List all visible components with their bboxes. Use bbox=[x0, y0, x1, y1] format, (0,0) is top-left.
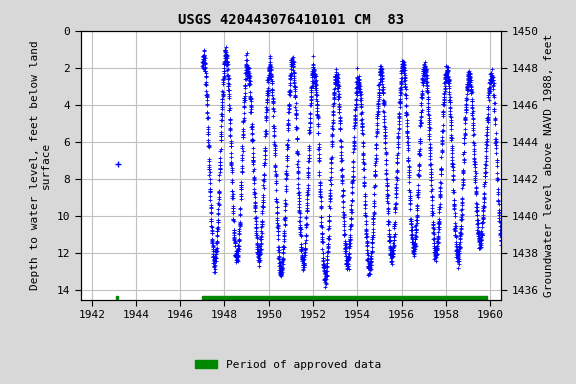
Y-axis label: Groundwater level above NAVD 1988, feet: Groundwater level above NAVD 1988, feet bbox=[544, 33, 554, 297]
Bar bbox=[116, 296, 118, 299]
Title: USGS 420443076410101 CM  83: USGS 420443076410101 CM 83 bbox=[178, 13, 404, 27]
Y-axis label: Depth to water level, feet below land
surface: Depth to water level, feet below land su… bbox=[29, 40, 51, 290]
Bar bbox=[202, 296, 487, 299]
Legend: Period of approved data: Period of approved data bbox=[191, 356, 385, 375]
